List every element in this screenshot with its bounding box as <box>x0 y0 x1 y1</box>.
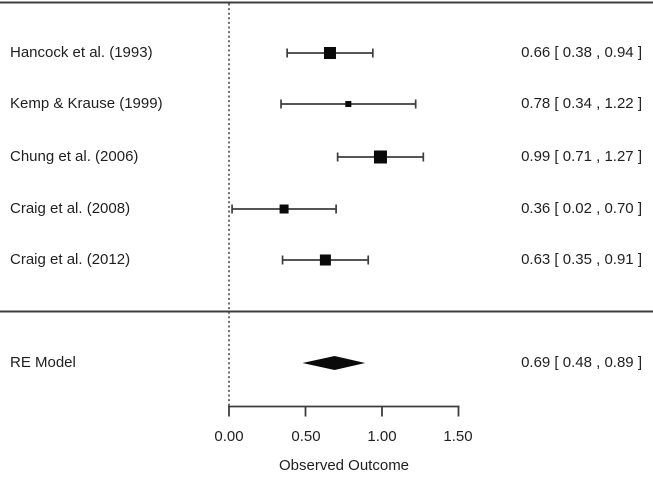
study-annotation: 0.63 [ 0.35 , 0.91 ] <box>521 251 642 268</box>
x-tick-label: 0.00 <box>214 428 244 445</box>
x-tick-label: 0.50 <box>291 428 321 445</box>
study-annotation: 0.36 [ 0.02 , 0.70 ] <box>521 200 642 217</box>
point-estimate-marker <box>345 101 352 107</box>
x-tick-label: 1.50 <box>443 428 473 445</box>
study-label: Craig et al. (2008) <box>10 200 131 217</box>
summary-label: RE Model <box>10 354 76 371</box>
study-annotation: 0.66 [ 0.38 , 0.94 ] <box>521 44 642 61</box>
study-label: Kemp & Krause (1999) <box>10 95 163 112</box>
point-estimate-marker <box>279 204 289 214</box>
study-label: Hancock et al. (1993) <box>10 44 153 61</box>
x-tick-label: 1.00 <box>367 428 397 445</box>
point-estimate-marker <box>373 150 387 164</box>
point-estimate-marker <box>323 47 336 59</box>
point-estimate-marker <box>319 254 331 266</box>
study-label: Chung et al. (2006) <box>10 148 139 165</box>
summary-diamond <box>302 356 366 370</box>
study-label: Craig et al. (2012) <box>10 251 131 268</box>
x-axis-title: Observed Outcome <box>278 457 410 474</box>
study-annotation: 0.78 [ 0.34 , 1.22 ] <box>521 95 642 112</box>
summary-annotation: 0.69 [ 0.48 , 0.89 ] <box>521 354 642 371</box>
study-annotation: 0.99 [ 0.71 , 1.27 ] <box>521 148 642 165</box>
